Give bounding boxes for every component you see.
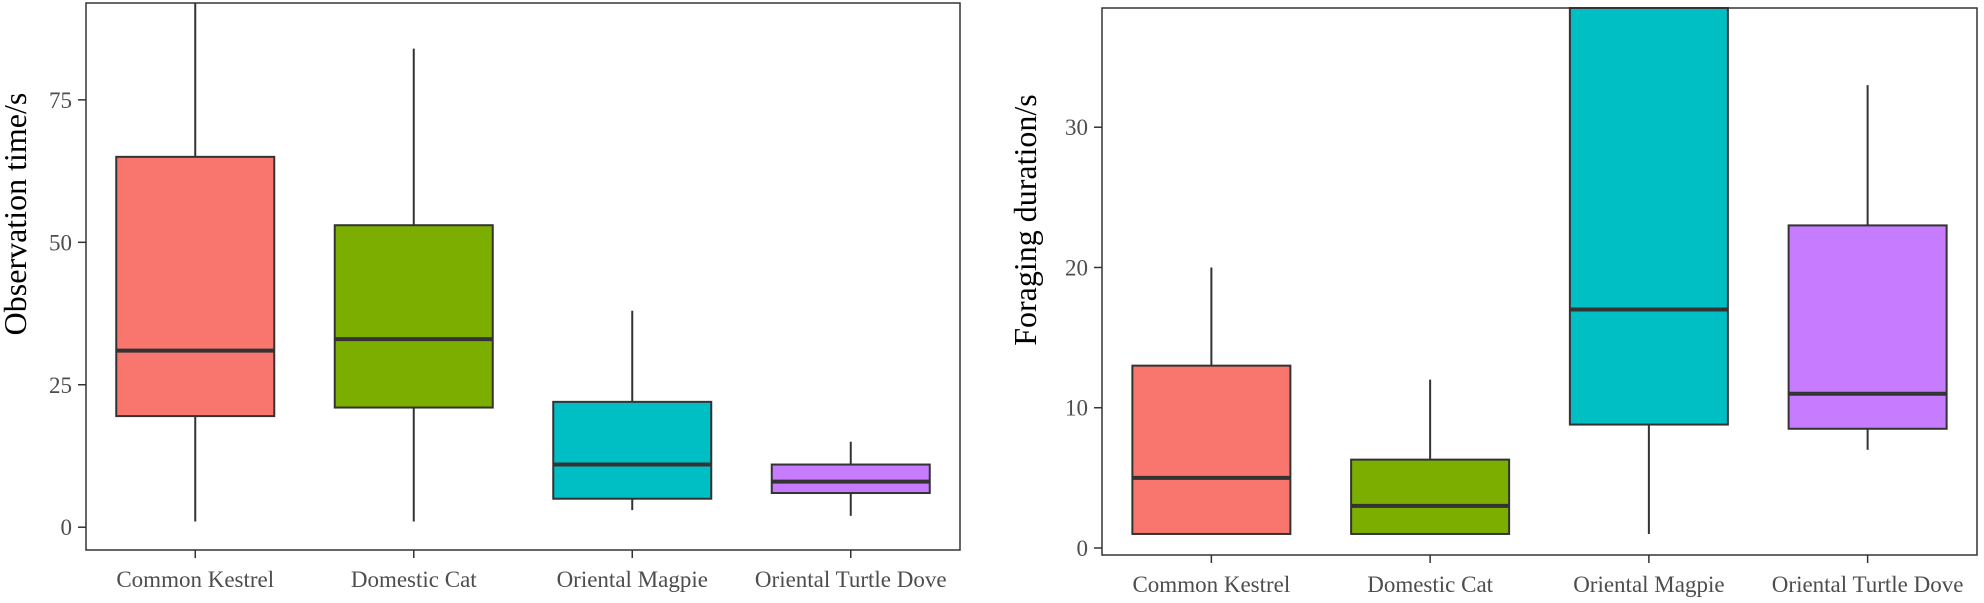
interquartile-box — [333, 224, 494, 409]
x-tick-label: Domestic Cat — [1367, 572, 1493, 597]
box-oriental-magpie — [1568, 7, 1729, 534]
plot-panel-border — [85, 2, 961, 551]
y-tick-label: 0 — [61, 515, 73, 540]
interquartile-box — [552, 400, 713, 500]
box-oriental-turtle-dove — [770, 441, 931, 516]
foraging-duration-chart: Foraging duration/s 0 10 20 30 Common Kestre… — [1007, 7, 1978, 597]
interquartile-box — [1350, 458, 1511, 535]
y-axis-title-observation-time: Observation time/s — [0, 93, 33, 336]
x-tick-label: Oriental Magpie — [557, 567, 708, 592]
box-oriental-turtle-dove — [1787, 85, 1948, 450]
y-tick-label: 20 — [1065, 255, 1088, 280]
box-common-kestrel — [115, 3, 276, 522]
y-tick-label: 30 — [1065, 115, 1088, 140]
x-tick-label: Oriental Turtle Dove — [1772, 572, 1964, 597]
interquartile-box — [1131, 364, 1292, 535]
box-common-kestrel — [1131, 267, 1292, 535]
x-tick-label: Oriental Turtle Dove — [755, 567, 947, 592]
x-tick-label: Common Kestrel — [1132, 572, 1290, 597]
box-oriental-magpie — [552, 310, 713, 511]
box-domestic-cat — [333, 48, 494, 522]
y-axis-title-foraging-duration: Foraging duration/s — [1007, 94, 1043, 346]
x-tick-label: Common Kestrel — [116, 567, 274, 592]
box-domestic-cat — [1350, 379, 1511, 535]
y-tick-label: 10 — [1065, 396, 1088, 421]
x-tick-label: Oriental Magpie — [1573, 572, 1724, 597]
plot-panel-border — [1101, 7, 1978, 556]
interquartile-box — [1568, 7, 1729, 426]
interquartile-box — [770, 463, 931, 495]
y-tick-label: 0 — [1077, 536, 1089, 561]
interquartile-box — [115, 155, 276, 418]
y-tick-label: 50 — [49, 230, 72, 255]
y-tick-label: 75 — [49, 88, 72, 113]
interquartile-box — [1787, 224, 1948, 430]
x-tick-label: Domestic Cat — [351, 567, 477, 592]
observation-time-chart: Observation time/s 0 25 50 75 Common Kestrel… — [0, 2, 961, 592]
y-tick-label: 25 — [49, 373, 72, 398]
